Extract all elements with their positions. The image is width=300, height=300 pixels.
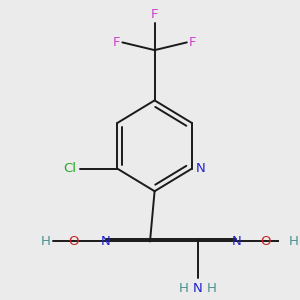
Text: F: F xyxy=(113,36,121,49)
Text: H: H xyxy=(289,235,299,248)
Text: N: N xyxy=(101,235,111,248)
Text: F: F xyxy=(151,8,158,21)
Text: F: F xyxy=(189,36,196,49)
Text: O: O xyxy=(68,235,79,248)
Text: H: H xyxy=(207,282,217,295)
Text: O: O xyxy=(261,235,271,248)
Text: N: N xyxy=(196,162,206,175)
Text: Cl: Cl xyxy=(64,162,77,175)
Text: H: H xyxy=(179,282,189,295)
Text: N: N xyxy=(232,235,242,248)
Text: H: H xyxy=(41,235,51,248)
Text: N: N xyxy=(193,282,203,295)
